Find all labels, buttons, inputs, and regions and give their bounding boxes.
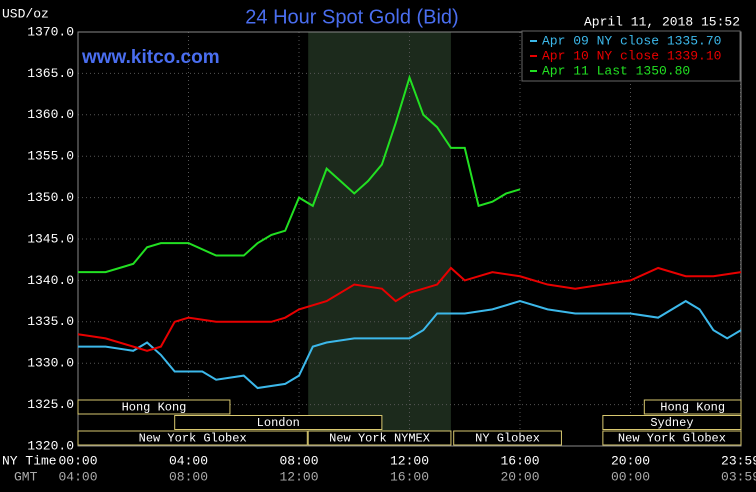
timestamp: April 11, 2018 15:52 (584, 14, 740, 29)
x-tick-label-gmt: 12:00 (279, 469, 318, 484)
y-tick-label: 1360.0 (27, 107, 74, 122)
chart-title: 24 Hour Spot Gold (Bid) (245, 6, 458, 28)
x-tick-label: 20:00 (611, 453, 650, 468)
session-label: Hong Kong (122, 401, 187, 415)
session-bar (77, 430, 308, 446)
x-tick-label-gmt: 03:59 (721, 469, 756, 484)
unit-label: USD/oz (2, 6, 49, 21)
session-bar (77, 399, 231, 415)
highlight-band (308, 32, 451, 446)
y-tick-label: 1350.0 (27, 190, 74, 205)
y-tick-label: 1325.0 (27, 397, 74, 412)
y-tick-label: 1340.0 (27, 273, 74, 288)
legend-label: Apr 10 NY close 1339.10 (542, 48, 721, 63)
x-row-label: GMT (14, 469, 38, 484)
y-tick-label: 1320.0 (27, 438, 74, 453)
x-tick-label-gmt: 08:00 (169, 469, 208, 484)
x-tick-label: 16:00 (500, 453, 539, 468)
y-tick-label: 1365.0 (27, 66, 74, 81)
y-tick-label: 1335.0 (27, 314, 74, 329)
x-tick-label-gmt: 20:00 (500, 469, 539, 484)
y-tick-label: 1370.0 (27, 24, 74, 39)
session-label: New York Globex (139, 432, 247, 446)
x-row-label: NY Time (2, 453, 57, 468)
session-bar (602, 430, 742, 446)
session-bar (174, 415, 383, 430)
series-line (78, 74, 521, 274)
x-tick-label: 08:00 (279, 453, 318, 468)
series-line (78, 299, 742, 390)
x-tick-label: 23:59 (721, 453, 756, 468)
x-tick-label: 04:00 (169, 453, 208, 468)
x-tick-label: 12:00 (390, 453, 429, 468)
session-label: New York NYMEX (329, 432, 430, 446)
plot-frame (77, 31, 742, 447)
session-bar (643, 399, 742, 415)
session-label: NY Globex (475, 432, 540, 446)
y-tick-label: 1330.0 (27, 356, 74, 371)
session-bar (602, 415, 742, 430)
x-tick-label-gmt: 00:00 (611, 469, 650, 484)
x-tick-label-gmt: 04:00 (58, 469, 97, 484)
legend-label: Apr 11 Last 1350.80 (542, 63, 690, 78)
y-tick-label: 1345.0 (27, 231, 74, 246)
legend-box (521, 30, 741, 82)
series-line (77, 266, 742, 352)
legend-label: Apr 09 NY close 1335.70 (542, 33, 721, 48)
website: www.kitco.com (81, 47, 220, 68)
x-tick-label: 00:00 (58, 453, 97, 468)
session-bar (453, 430, 562, 446)
y-tick-label: 1355.0 (27, 149, 74, 164)
x-tick-label-gmt: 16:00 (390, 469, 429, 484)
session-bar (307, 430, 452, 446)
session-label: London (257, 416, 300, 430)
session-label: Hong Kong (660, 401, 725, 415)
session-label: Sydney (650, 416, 693, 430)
session-label: New York Globex (618, 432, 726, 446)
